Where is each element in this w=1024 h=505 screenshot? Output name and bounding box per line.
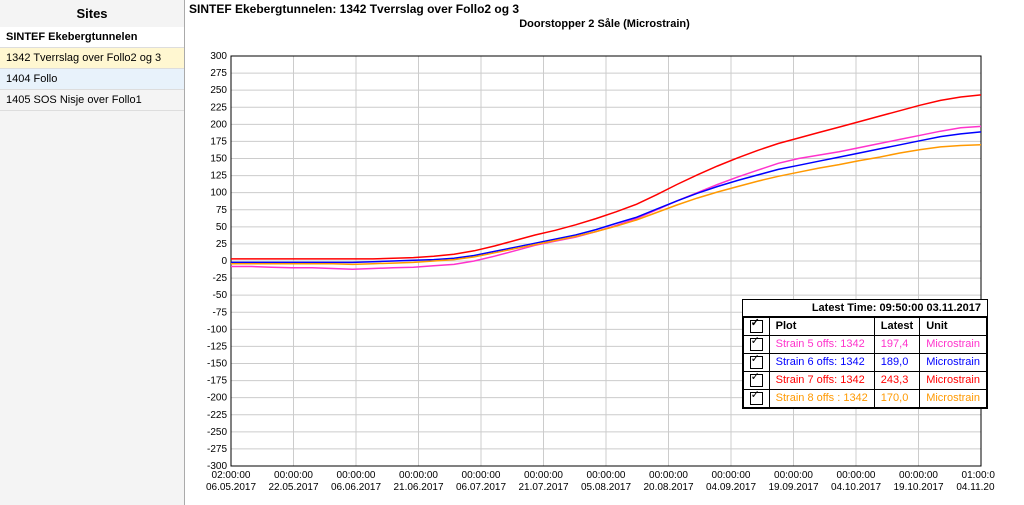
svg-text:125: 125 [210,171,227,182]
svg-text:00:00:00: 00:00:00 [462,470,501,481]
svg-text:-125: -125 [207,341,227,352]
sidebar-item-2[interactable]: 1404 Follo [0,69,184,90]
svg-text:225: 225 [210,102,227,113]
svg-text:-250: -250 [207,427,227,438]
svg-text:0: 0 [221,256,227,267]
svg-text:21.06.2017: 21.06.2017 [393,482,443,493]
svg-text:04.09.2017: 04.09.2017 [706,482,756,493]
svg-text:200: 200 [210,119,227,130]
main-panel: SINTEF Ekebergtunnelen: 1342 Tverrslag o… [185,0,1024,505]
chart-svg: -300-275-250-225-200-175-150-125-100-75-… [185,30,995,500]
svg-text:06.07.2017: 06.07.2017 [456,482,506,493]
svg-text:-275: -275 [207,444,227,455]
svg-text:00:00:00: 00:00:00 [712,470,751,481]
legend-box: Latest Time: 09:50:00 03.11.2017 PlotLat… [742,299,988,409]
chart-subtitle: Doorstopper 2 Såle (Microstrain) [185,18,1024,30]
sidebar-item-0[interactable]: SINTEF Ekebergtunnelen [0,27,184,48]
sidebar-item-3[interactable]: 1405 SOS Nisje over Follo1 [0,90,184,111]
svg-text:150: 150 [210,154,227,165]
svg-text:175: 175 [210,136,227,147]
legend-name-1[interactable]: Strain 6 offs: 1342 [769,353,874,371]
svg-text:-50: -50 [213,290,228,301]
svg-text:275: 275 [210,68,227,79]
sidebar-list: SINTEF Ekebergtunnelen1342 Tverrslag ove… [0,27,184,111]
legend-name-0[interactable]: Strain 5 offs: 1342 [769,335,874,353]
chart-area: -300-275-250-225-200-175-150-125-100-75-… [185,30,1024,505]
svg-text:00:00:00: 00:00:00 [524,470,563,481]
svg-text:00:00:00: 00:00:00 [837,470,876,481]
legend-unit-2: Microstrain [920,371,987,389]
legend-check-0[interactable] [750,338,763,351]
svg-text:06.06.2017: 06.06.2017 [331,482,381,493]
svg-text:19.10.2017: 19.10.2017 [893,482,943,493]
svg-text:04.11.2017: 04.11.2017 [956,482,995,493]
legend-col: Latest [874,317,919,335]
svg-text:50: 50 [216,222,228,233]
svg-text:00:00:00: 00:00:00 [899,470,938,481]
svg-text:00:00:00: 00:00:00 [274,470,313,481]
svg-text:-75: -75 [213,307,228,318]
svg-text:06.05.2017: 06.05.2017 [206,482,256,493]
legend-col: Unit [920,317,987,335]
legend-check-all[interactable] [750,320,763,333]
legend-latest-1: 189,0 [874,353,919,371]
legend-unit-0: Microstrain [920,335,987,353]
svg-text:00:00:00: 00:00:00 [337,470,376,481]
sidebar-title: Sites [0,0,184,27]
svg-text:-200: -200 [207,393,227,404]
svg-text:-175: -175 [207,376,227,387]
chart-title: SINTEF Ekebergtunnelen: 1342 Tverrslag o… [185,0,1024,18]
legend-name-3[interactable]: Strain 8 offs : 1342 [769,389,874,407]
sidebar-item-1[interactable]: 1342 Tverrslag over Follo2 og 3 [0,48,184,69]
svg-text:75: 75 [216,205,228,216]
svg-text:00:00:00: 00:00:00 [774,470,813,481]
svg-text:00:00:00: 00:00:00 [399,470,438,481]
legend-header: Latest Time: 09:50:00 03.11.2017 [743,300,987,317]
svg-text:250: 250 [210,85,227,96]
svg-text:05.08.2017: 05.08.2017 [581,482,631,493]
svg-text:-150: -150 [207,359,227,370]
svg-text:-225: -225 [207,410,227,421]
svg-text:02:00:00: 02:00:00 [212,470,251,481]
svg-text:01:00:00: 01:00:00 [962,470,995,481]
legend-check-3[interactable] [750,392,763,405]
svg-text:-100: -100 [207,324,227,335]
svg-text:00:00:00: 00:00:00 [587,470,626,481]
legend-latest-3: 170,0 [874,389,919,407]
svg-text:19.09.2017: 19.09.2017 [768,482,818,493]
svg-text:21.07.2017: 21.07.2017 [518,482,568,493]
legend-check-2[interactable] [750,374,763,387]
svg-text:25: 25 [216,239,228,250]
legend-unit-3: Microstrain [920,389,987,407]
legend-col: Plot [769,317,874,335]
svg-text:100: 100 [210,188,227,199]
legend-table: PlotLatestUnitStrain 5 offs: 1342197,4Mi… [743,317,987,408]
legend-unit-1: Microstrain [920,353,987,371]
legend-latest-2: 243,3 [874,371,919,389]
sidebar: Sites SINTEF Ekebergtunnelen1342 Tverrsl… [0,0,185,505]
svg-text:20.08.2017: 20.08.2017 [643,482,693,493]
svg-text:300: 300 [210,51,227,62]
svg-text:00:00:00: 00:00:00 [649,470,688,481]
legend-check-1[interactable] [750,356,763,369]
svg-text:04.10.2017: 04.10.2017 [831,482,881,493]
svg-text:22.05.2017: 22.05.2017 [268,482,318,493]
legend-name-2[interactable]: Strain 7 offs: 1342 [769,371,874,389]
legend-latest-0: 197,4 [874,335,919,353]
svg-text:-25: -25 [213,273,228,284]
